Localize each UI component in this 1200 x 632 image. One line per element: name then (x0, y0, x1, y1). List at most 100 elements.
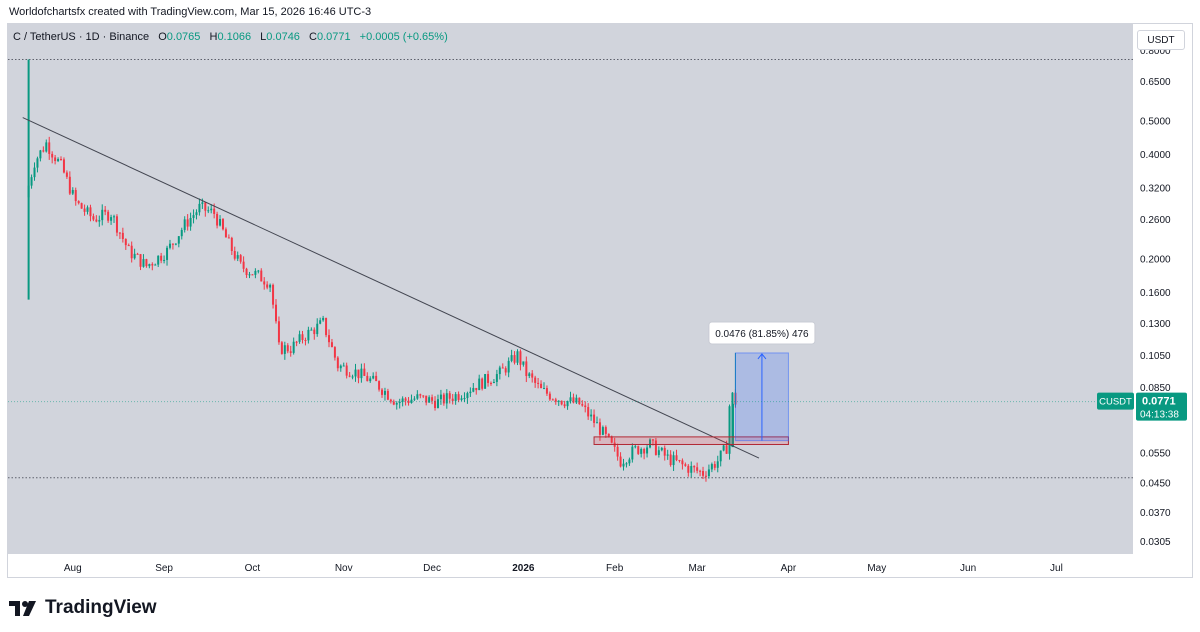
candle-body (280, 342, 283, 354)
candle-body (386, 390, 389, 400)
candle-body (245, 268, 248, 276)
candle-body (60, 158, 63, 160)
candle-body (439, 394, 442, 400)
price-axis-bg (1133, 24, 1192, 554)
candle-body (295, 341, 298, 343)
candle-body (363, 368, 366, 376)
candle-body (681, 460, 684, 465)
candle-body (575, 397, 578, 403)
y-tick-label: 0.2600 (1140, 215, 1171, 226)
open-label: O (158, 31, 167, 43)
time-axis-bg (8, 554, 1133, 576)
x-tick-label: Jun (960, 563, 976, 574)
candle-body (145, 259, 148, 267)
candle-body (654, 440, 657, 455)
candle-body (604, 427, 607, 434)
candle-body (274, 304, 277, 322)
candle-body (619, 456, 622, 467)
candle-body (487, 374, 490, 383)
candle-body (328, 335, 331, 343)
y-tick-label: 0.3200 (1140, 184, 1171, 195)
candle-body (401, 398, 404, 402)
candle-body (151, 264, 154, 266)
candle-body (504, 368, 507, 373)
candle-body (702, 471, 705, 476)
candle-body (42, 150, 45, 152)
candle-body (62, 159, 65, 173)
candle-body (725, 445, 728, 454)
candle-body (372, 375, 375, 379)
candle-body (86, 207, 89, 212)
x-tick-label: Aug (64, 563, 82, 574)
candle-body (283, 345, 286, 354)
candle-body (616, 446, 619, 457)
candle-body (74, 190, 77, 202)
candle-body (316, 323, 319, 335)
candle-body (457, 394, 460, 400)
candle-body (92, 216, 95, 220)
x-tick-label: Feb (606, 563, 624, 574)
candle-body (416, 394, 419, 399)
candle-body (272, 284, 275, 305)
candle-body (113, 216, 116, 218)
candle-body (687, 465, 690, 473)
candle-body (413, 398, 416, 400)
candle-body (581, 404, 584, 406)
candle-body (80, 203, 83, 209)
candle-body (389, 399, 392, 402)
candle-body (607, 433, 610, 437)
candle-body (107, 211, 110, 221)
x-tick-label: May (867, 563, 886, 574)
candle-body (578, 397, 581, 405)
currency-button[interactable]: USDT (1137, 30, 1185, 50)
candle-body (495, 374, 498, 382)
candle-body (204, 202, 207, 211)
y-tick-label: 0.1300 (1140, 319, 1171, 330)
close-value: 0.0771 (316, 31, 351, 43)
chart-pane[interactable] (7, 23, 1193, 578)
candle-body (375, 375, 378, 382)
candle-body (678, 460, 681, 462)
countdown-label: 04:13:38 (1140, 410, 1179, 421)
candle-body (557, 400, 560, 402)
candle-body (366, 375, 369, 382)
candle-body (183, 219, 186, 230)
candle-body (410, 399, 413, 404)
y-tick-label: 0.0370 (1140, 508, 1171, 519)
candle-body (572, 397, 575, 403)
candle-body (260, 270, 263, 282)
drawings: 0.0476 (81.85%) 476 (22, 117, 816, 459)
candle-body (351, 376, 354, 378)
candle-body (622, 463, 625, 467)
high-label: H (209, 31, 218, 43)
candle-body (207, 210, 210, 212)
candle-body (699, 470, 702, 472)
candle-body (525, 361, 528, 377)
x-tick-label: Nov (335, 563, 353, 574)
change-value: +0.0005 (+0.65%) (359, 31, 448, 43)
candle-body (498, 367, 501, 375)
y-tick-label: 0.5000 (1140, 117, 1171, 128)
candle-body (640, 449, 643, 454)
candle-body (319, 320, 322, 324)
y-tick-label: 0.6500 (1140, 77, 1171, 88)
candle-body (587, 407, 590, 417)
candle-body (266, 284, 269, 288)
candle-body (236, 255, 239, 259)
candle-body (631, 446, 634, 460)
candle-body (330, 342, 333, 348)
candle-body (634, 446, 637, 448)
candle-body (68, 176, 71, 194)
candle-body (593, 414, 596, 423)
candle-body (428, 397, 431, 403)
candle-body (704, 475, 707, 477)
candle-body (534, 377, 537, 383)
trendline (22, 117, 760, 459)
candle-body (672, 455, 675, 466)
candle-body (195, 212, 198, 216)
candle-body (160, 255, 163, 261)
y-tick-label: 0.0850 (1140, 383, 1171, 394)
candle-body (448, 393, 451, 399)
candle-body (354, 369, 357, 377)
